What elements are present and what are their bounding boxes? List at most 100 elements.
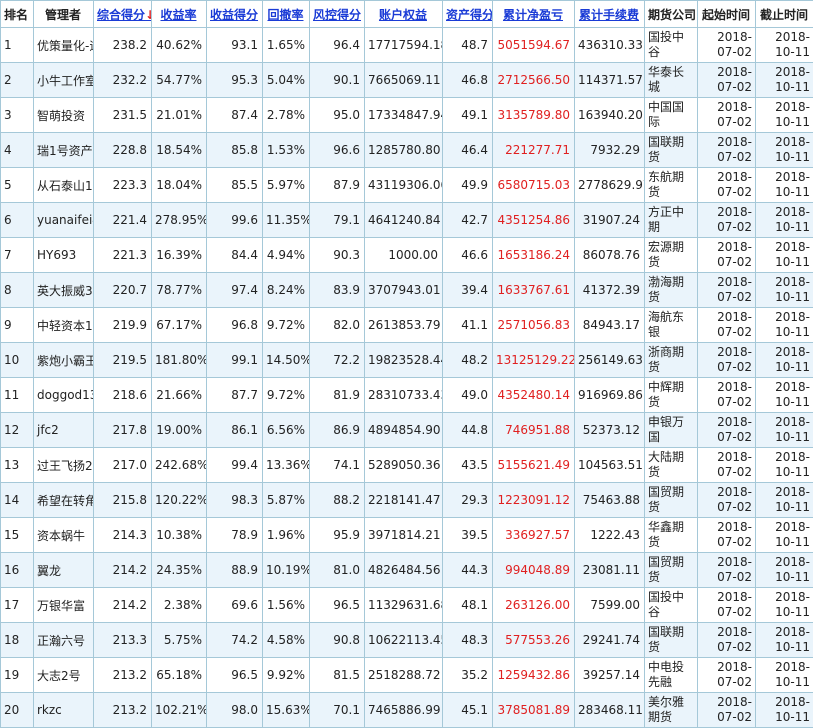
col-header-net-pnl[interactable]: 累计净盈亏: [493, 1, 575, 28]
cell-equity: 17717594.18: [365, 28, 443, 63]
col-header-risk-score[interactable]: 风控得分: [310, 1, 365, 28]
cell-drawdown: 15.63%: [263, 693, 310, 728]
cell-score: 238.2: [94, 28, 152, 63]
table-row[interactable]: 9中轻资本1号219.967.17%96.89.72%82.02613853.7…: [1, 308, 813, 343]
cell-fees: 104563.51: [575, 448, 645, 483]
cell-asset-score: 48.1: [443, 588, 493, 623]
cell-return-rate: 65.18%: [152, 658, 207, 693]
cell-net-pnl: 263126.00: [493, 588, 575, 623]
table-row[interactable]: 6yuanaifei4221.4278.95%99.611.35%79.1464…: [1, 203, 813, 238]
cell-risk-score: 86.9: [310, 413, 365, 448]
cell-score: 214.2: [94, 553, 152, 588]
cell-net-pnl: 1653186.24: [493, 238, 575, 273]
col-header-drawdown[interactable]: 回撤率: [263, 1, 310, 28]
cell-fees: 436310.33: [575, 28, 645, 63]
cell-broker: 国联期货: [645, 133, 698, 168]
cell-start-date: 2018-07-02: [698, 658, 756, 693]
cell-rank: 12: [1, 413, 34, 448]
cell-asset-score: 42.7: [443, 203, 493, 238]
cell-manager: 正瀚六号: [34, 623, 94, 658]
cell-start-date: 2018-07-02: [698, 343, 756, 378]
cell-asset-score: 46.6: [443, 238, 493, 273]
cell-start-date: 2018-07-02: [698, 413, 756, 448]
cell-fees: 7932.29: [575, 133, 645, 168]
col-header-fees[interactable]: 累计手续费: [575, 1, 645, 28]
cell-asset-score: 49.1: [443, 98, 493, 133]
cell-end-date: 2018-10-11: [756, 588, 813, 623]
sort-desc-icon: ↓: [145, 8, 151, 22]
cell-score: 213.2: [94, 693, 152, 728]
cell-score: 219.5: [94, 343, 152, 378]
cell-end-date: 2018-10-11: [756, 483, 813, 518]
cell-start-date: 2018-07-02: [698, 623, 756, 658]
cell-risk-score: 83.9: [310, 273, 365, 308]
cell-return-rate: 278.95%: [152, 203, 207, 238]
cell-broker: 海航东银: [645, 308, 698, 343]
cell-end-date: 2018-10-11: [756, 448, 813, 483]
cell-net-pnl: 5155621.49: [493, 448, 575, 483]
cell-manager: doggod13: [34, 378, 94, 413]
cell-return-score: 87.4: [207, 98, 263, 133]
cell-end-date: 2018-10-11: [756, 98, 813, 133]
cell-rank: 13: [1, 448, 34, 483]
cell-equity: 1285780.80: [365, 133, 443, 168]
col-header-return-rate[interactable]: 收益率: [152, 1, 207, 28]
cell-return-score: 93.1: [207, 28, 263, 63]
cell-return-rate: 242.68%: [152, 448, 207, 483]
cell-rank: 17: [1, 588, 34, 623]
col-header-score[interactable]: 综合得分↓: [94, 1, 152, 28]
cell-drawdown: 1.53%: [263, 133, 310, 168]
table-row[interactable]: 4瑞1号资产管228.818.54%85.81.53%96.61285780.8…: [1, 133, 813, 168]
cell-manager: HY693: [34, 238, 94, 273]
cell-end-date: 2018-10-11: [756, 203, 813, 238]
cell-score: 218.6: [94, 378, 152, 413]
col-header-asset-score[interactable]: 资产得分: [443, 1, 493, 28]
cell-broker: 国联期货: [645, 623, 698, 658]
cell-net-pnl: 2571056.83: [493, 308, 575, 343]
table-row[interactable]: 5从石泰山1号223.318.04%85.55.97%87.943119306.…: [1, 168, 813, 203]
cell-broker: 宏源期货: [645, 238, 698, 273]
table-row[interactable]: 13过王飞扬2号217.0242.68%99.413.36%74.1528905…: [1, 448, 813, 483]
cell-manager: 紫炮小霸王: [34, 343, 94, 378]
table-row[interactable]: 1优策量化-迪238.240.62%93.11.65%96.417717594.…: [1, 28, 813, 63]
cell-broker: 大陆期货: [645, 448, 698, 483]
cell-fees: 41372.39: [575, 273, 645, 308]
cell-return-rate: 10.38%: [152, 518, 207, 553]
cell-net-pnl: 221277.71: [493, 133, 575, 168]
cell-drawdown: 8.24%: [263, 273, 310, 308]
cell-broker: 华泰长城: [645, 63, 698, 98]
col-header-equity[interactable]: 账户权益: [365, 1, 443, 28]
cell-return-score: 99.6: [207, 203, 263, 238]
cell-risk-score: 79.1: [310, 203, 365, 238]
cell-drawdown: 2.78%: [263, 98, 310, 133]
col-header-return-score[interactable]: 收益得分: [207, 1, 263, 28]
cell-equity: 17334847.94: [365, 98, 443, 133]
cell-drawdown: 9.72%: [263, 308, 310, 343]
cell-start-date: 2018-07-02: [698, 63, 756, 98]
cell-net-pnl: 994048.89: [493, 553, 575, 588]
cell-net-pnl: 1633767.61: [493, 273, 575, 308]
header-row: 排名 管理者 综合得分↓ 收益率 收益得分 回撤率 风控得分 账户权益 资产得分…: [1, 1, 813, 28]
cell-return-score: 97.4: [207, 273, 263, 308]
cell-score: 221.4: [94, 203, 152, 238]
cell-score: 232.2: [94, 63, 152, 98]
col-header-manager: 管理者: [34, 1, 94, 28]
cell-risk-score: 72.2: [310, 343, 365, 378]
cell-asset-score: 43.5: [443, 448, 493, 483]
cell-return-rate: 24.35%: [152, 553, 207, 588]
cell-manager: 从石泰山1号: [34, 168, 94, 203]
table-row[interactable]: 8英大振威3号220.778.77%97.48.24%83.93707943.0…: [1, 273, 813, 308]
